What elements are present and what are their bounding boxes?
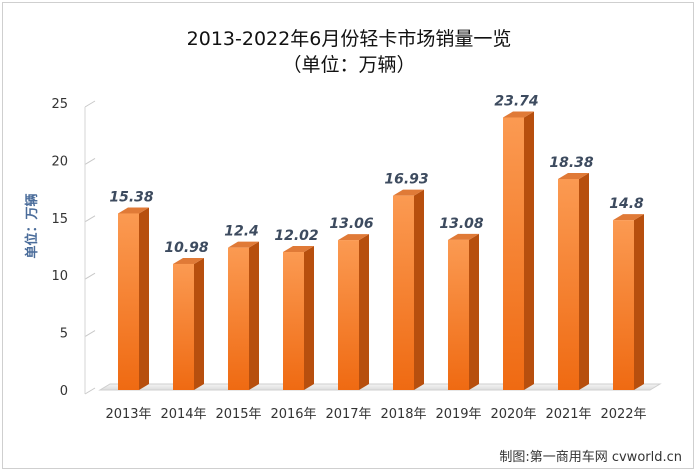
- bar: 10.98: [164, 240, 209, 390]
- bar-top: [558, 172, 589, 179]
- bar-top: [393, 189, 424, 196]
- bars: 15.38 10.98 12.4 12.02 13.06 16.93 13.08 23.74 1…: [109, 93, 644, 391]
- x-tick-label: 2020年: [490, 407, 536, 422]
- bar: 13.06: [329, 216, 374, 390]
- bar-top: [448, 233, 479, 240]
- bar: 12.4: [224, 224, 259, 390]
- bar: 14.8: [609, 196, 644, 390]
- bar-side: [634, 214, 644, 390]
- bar-front: [118, 213, 139, 390]
- bar-value-label: 15.38: [109, 189, 154, 205]
- y-tick-mark: [84, 330, 96, 338]
- x-axis: 2013年 2014年 2015年 2016年 2017年 2018年 2019年 2020年…: [105, 407, 646, 422]
- bar: 13.08: [439, 216, 484, 390]
- y-tick-mark: [84, 157, 96, 165]
- bar-front: [173, 263, 194, 390]
- y-tick-label: 5: [60, 327, 68, 342]
- bar-front: [503, 117, 524, 391]
- chart-title: 2013-2022年6月份轻卡市场销量一览: [186, 28, 512, 50]
- bar-front: [558, 178, 579, 390]
- bar-side: [139, 207, 149, 390]
- y-axis-label: 单位：万辆: [24, 193, 40, 258]
- x-tick-label: 2017年: [325, 407, 371, 422]
- bar-front: [228, 247, 249, 390]
- bar-side: [194, 257, 204, 390]
- bar-value-label: 23.74: [494, 93, 538, 109]
- x-tick-label: 2014年: [160, 407, 206, 422]
- bar: 18.38: [549, 155, 594, 390]
- bar: 15.38: [109, 189, 154, 390]
- y-tick-label: 25: [51, 97, 68, 112]
- x-tick-label: 2021年: [545, 407, 591, 422]
- y-tick-mark: [84, 100, 96, 108]
- y-tick-label: 20: [51, 154, 68, 169]
- x-tick-label: 2015年: [215, 407, 261, 422]
- bar-value-label: 12.02: [274, 228, 318, 244]
- bar-side: [414, 189, 424, 390]
- bar-front: [393, 195, 414, 390]
- y-tick-mark: [84, 215, 96, 223]
- y-axis: 0 5 10 15 20 25: [51, 97, 96, 399]
- bar-top: [613, 214, 644, 221]
- y-tick-mark: [84, 387, 96, 395]
- bar-front: [448, 239, 469, 390]
- bar-value-label: 16.93: [384, 172, 428, 188]
- y-tick-label: 15: [51, 212, 68, 227]
- y-tick-label: 0: [60, 384, 68, 399]
- bar-side: [249, 241, 259, 390]
- bar-top: [173, 257, 204, 264]
- bar-front: [283, 252, 304, 390]
- bar-side: [524, 111, 534, 391]
- x-tick-label: 2022年: [600, 407, 646, 422]
- bar-value-label: 13.06: [329, 216, 374, 232]
- bar-top: [503, 111, 534, 118]
- y-tick-mark: [84, 272, 96, 280]
- bar-value-label: 18.38: [549, 155, 594, 171]
- bar-front: [338, 240, 359, 390]
- source-credit: 制图:第一商用车网 cvworld.cn: [499, 450, 682, 465]
- x-tick-label: 2016年: [270, 407, 316, 422]
- bar-top: [283, 246, 314, 253]
- bar: 16.93: [384, 172, 429, 390]
- bar-side: [469, 233, 479, 390]
- bar-value-label: 13.08: [439, 216, 484, 232]
- bar-side: [579, 172, 589, 390]
- bar: 12.02: [274, 228, 319, 390]
- x-tick-label: 2018年: [380, 407, 426, 422]
- bar-top: [338, 234, 369, 241]
- bar-value-label: 12.4: [224, 224, 259, 240]
- x-tick-label: 2019年: [435, 407, 481, 422]
- bar-side: [304, 246, 314, 390]
- bar-front: [613, 220, 634, 390]
- bar-top: [228, 241, 259, 248]
- bar-side: [359, 234, 369, 390]
- bar: 23.74: [494, 93, 539, 391]
- bar-top: [118, 207, 149, 214]
- bar-value-label: 14.8: [609, 196, 644, 212]
- bar-value-label: 10.98: [164, 240, 209, 256]
- chart-subtitle: （单位：万辆）: [282, 54, 416, 76]
- y-tick-label: 10: [51, 269, 68, 284]
- x-tick-label: 2013年: [105, 407, 151, 422]
